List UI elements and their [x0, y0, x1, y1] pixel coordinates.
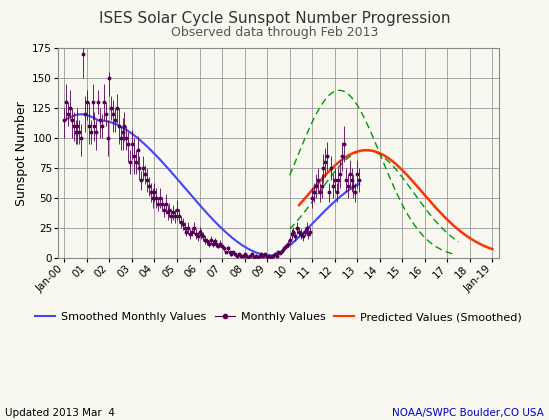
- Text: ISES Solar Cycle Sunspot Number Progression: ISES Solar Cycle Sunspot Number Progress…: [99, 10, 450, 26]
- Text: Observed data through Feb 2013: Observed data through Feb 2013: [171, 26, 378, 39]
- Y-axis label: Sunspot Number: Sunspot Number: [15, 101, 28, 205]
- Legend: Smoothed Monthly Values, Monthly Values, Predicted Values (Smoothed): Smoothed Monthly Values, Monthly Values,…: [31, 308, 526, 327]
- Text: NOAA/SWPC Boulder,CO USA: NOAA/SWPC Boulder,CO USA: [391, 408, 544, 418]
- Text: Updated 2013 Mar  4: Updated 2013 Mar 4: [5, 408, 115, 418]
